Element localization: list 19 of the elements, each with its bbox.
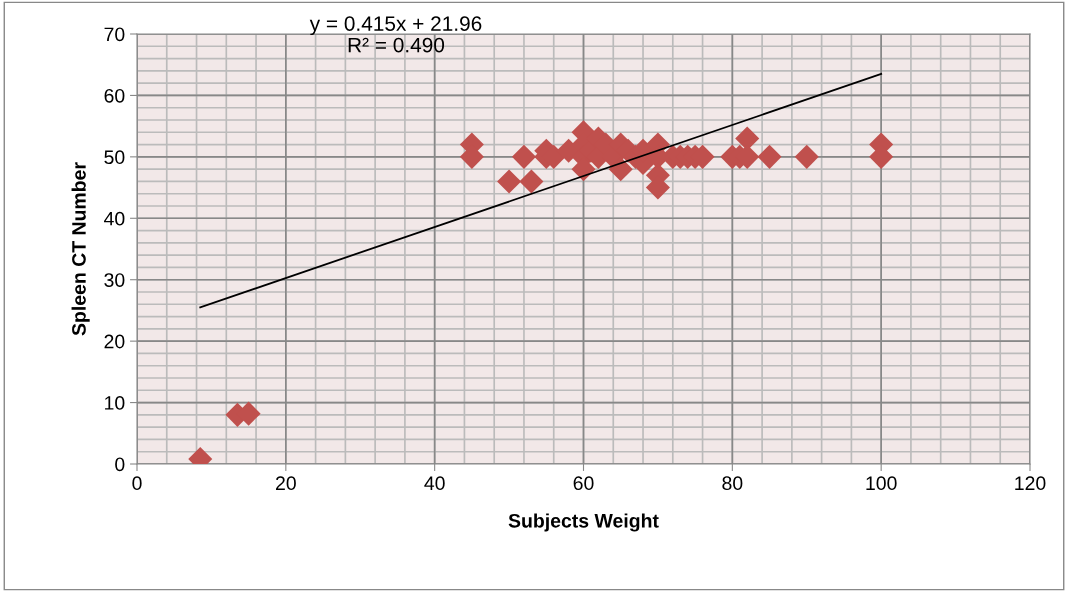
y-tick-label: 60 (104, 88, 125, 103)
y-tick-label: 70 (104, 27, 125, 42)
x-axis-title: Subjects Weight (508, 513, 659, 532)
x-tick-label: 0 (132, 476, 142, 491)
annotation: y = 0.415x + 21.96 (309, 16, 482, 36)
x-tick-label: 20 (276, 476, 296, 491)
x-tick-label: 60 (573, 476, 594, 491)
y-tick-label: 50 (104, 150, 125, 165)
y-tick-label: 20 (104, 334, 125, 349)
annotation: R² = 0.490 (348, 37, 445, 53)
x-tick-label: 80 (722, 476, 743, 491)
y-tick-label: 30 (104, 273, 125, 287)
x-tick-label: 120 (1015, 476, 1046, 491)
x-tick-label: 40 (424, 476, 445, 491)
y-tick-label: 40 (104, 211, 125, 226)
y-tick-label: 0 (115, 457, 125, 472)
y-tick-label: 10 (105, 396, 125, 410)
x-tick-label: 100 (866, 476, 897, 491)
y-axis-title: Spleen CT Number (71, 162, 90, 336)
